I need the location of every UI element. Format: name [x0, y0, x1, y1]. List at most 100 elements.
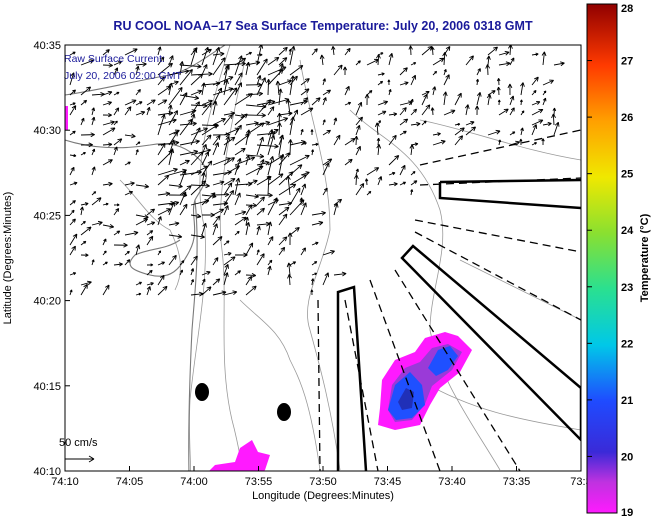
current-vector [212, 180, 225, 186]
current-vector [234, 177, 241, 196]
colorbar-tick-label: 23 [621, 282, 633, 294]
current-vector [410, 121, 421, 127]
current-vector [234, 252, 248, 258]
current-vector [388, 134, 397, 146]
current-vector [201, 286, 212, 296]
x-tick-label: 73:55 [245, 476, 273, 488]
current-vector [102, 142, 113, 147]
current-vector [190, 255, 198, 266]
current-vector [443, 74, 450, 86]
current-vector [135, 292, 142, 296]
current-vector [322, 97, 327, 106]
current-vector [300, 142, 307, 146]
current-vector [387, 79, 391, 86]
current-vector [322, 129, 331, 136]
current-vector [267, 156, 275, 176]
current-vector [278, 79, 292, 86]
current-vector [234, 210, 247, 216]
current-vector [355, 183, 365, 196]
current-vector [531, 76, 539, 86]
current-vector [487, 90, 496, 96]
current-vector [319, 54, 325, 66]
current-vector [454, 127, 465, 136]
current-vector [277, 122, 282, 136]
current-vector [179, 69, 193, 86]
current-vector [146, 230, 154, 236]
current-vector [531, 108, 544, 116]
current-vector [289, 45, 296, 66]
current-vector [245, 193, 259, 199]
current-vector [366, 90, 373, 96]
current-vector [267, 236, 274, 246]
current-vector [278, 201, 293, 206]
current-vector [289, 154, 310, 166]
current-vector [91, 91, 105, 97]
current-vector [245, 272, 257, 278]
plot-frame [64, 44, 582, 472]
current-vector [157, 216, 162, 226]
current-vector [421, 45, 433, 56]
current-vector [91, 148, 96, 156]
current-vector [146, 282, 154, 286]
colorbar-tick-label: 20 [621, 451, 633, 463]
y-tick-label: 40:10 [33, 466, 61, 478]
current-vector [376, 54, 381, 66]
current-vector [69, 209, 75, 216]
current-vector [102, 223, 115, 229]
current-vector [278, 134, 285, 156]
current-vector [245, 121, 259, 126]
current-vector [267, 221, 273, 236]
current-vector [421, 93, 428, 106]
current-vector [91, 259, 95, 266]
current-vector [487, 46, 498, 56]
x-tick-label: 73:35 [503, 476, 531, 488]
current-vector [79, 206, 84, 216]
current-vector [498, 139, 502, 146]
x-tick-label: 73:45 [374, 476, 402, 488]
current-vector [498, 61, 511, 67]
current-vector [333, 64, 343, 76]
current-vector [410, 62, 417, 66]
current-vector [410, 98, 414, 106]
current-vector [399, 164, 406, 176]
black-marker-1 [195, 383, 209, 401]
current-vector [465, 55, 474, 66]
current-vector [443, 109, 456, 116]
current-vector [322, 158, 333, 166]
current-vector [344, 158, 353, 166]
current-vector [311, 272, 318, 276]
current-vector [113, 230, 121, 236]
current-vector [310, 278, 315, 286]
black-marker-2 [277, 403, 291, 421]
colorbar-tick-label: 21 [621, 395, 633, 407]
colorbar-ticks: 19 20 21 22 23 24 25 26 27 28 [587, 3, 634, 518]
current-vector [146, 269, 153, 276]
sst-patches [65, 106, 472, 471]
current-vector [278, 111, 293, 116]
x-tick-label: 73:3 [570, 476, 591, 488]
current-vector [212, 157, 231, 166]
current-vector [91, 116, 96, 126]
current-vector [355, 124, 361, 136]
current-vector [212, 223, 218, 236]
current-vector [157, 274, 165, 286]
current-vector [377, 110, 387, 116]
current-vector [168, 82, 174, 96]
current-vector [311, 220, 324, 226]
current-vector [377, 176, 383, 186]
current-vector [300, 247, 306, 256]
current-vector [311, 241, 319, 246]
current-vector [267, 56, 280, 66]
current-vector [432, 57, 445, 66]
current-vector [509, 57, 515, 66]
current-vector [168, 233, 183, 239]
current-vector [399, 107, 407, 116]
current-vector [69, 181, 78, 186]
current-vector [278, 63, 284, 76]
current-vector [201, 212, 215, 218]
current-vector [498, 108, 509, 116]
current-vector [157, 250, 162, 256]
current-vector [311, 210, 326, 216]
sst-patch-magenta-left [65, 106, 68, 130]
current-vector [212, 100, 218, 116]
